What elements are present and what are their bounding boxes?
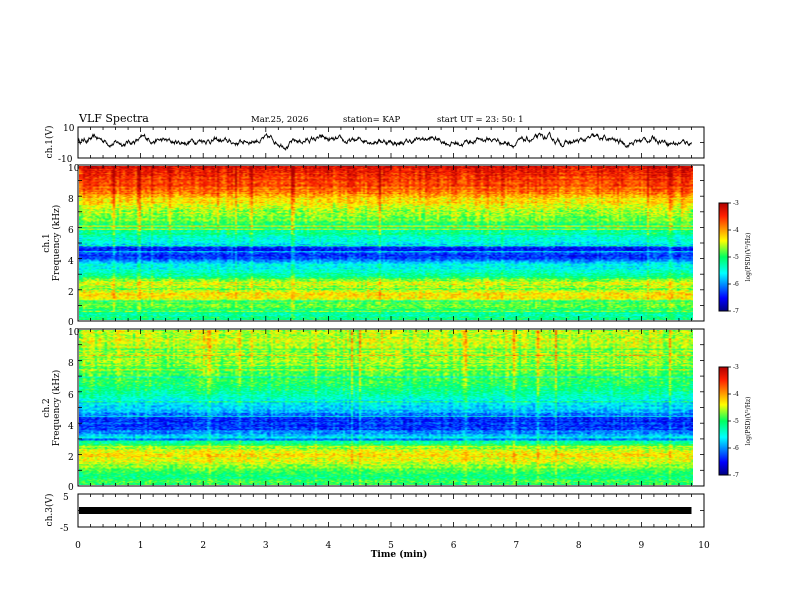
ch2-freq-tick-6: 6 bbox=[68, 391, 74, 401]
ch2-spectrogram-ylabel: Frequency (kHz) bbox=[51, 370, 62, 447]
ch2-colorbar-scale bbox=[719, 367, 728, 475]
time-tick-label-10: 10 bbox=[698, 541, 710, 551]
ch1-waveform-ticks bbox=[77, 126, 705, 159]
figure-title: VLF Spectra bbox=[78, 112, 149, 125]
figure-start-ut: start UT = 23: 50: 1 bbox=[437, 115, 524, 125]
ch2-cb-tick-m3: -3 bbox=[733, 364, 739, 371]
ch2-freq-tick-0: 0 bbox=[68, 483, 74, 493]
ch2-cb-tick-m6: -6 bbox=[733, 445, 739, 452]
panel-ch2-spectrogram: 10 8 6 4 2 0 ch.2 Frequency (kHz) bbox=[42, 328, 705, 493]
ch2-freq-tick-4: 4 bbox=[68, 422, 74, 432]
ch3-waveform-ylabel: ch.3(V) bbox=[44, 494, 55, 527]
ch1-ytick-bottom: -10 bbox=[58, 155, 73, 165]
ch1-colorbar-scale bbox=[719, 203, 728, 311]
ch3-ytick-top: 5 bbox=[63, 493, 69, 503]
time-tick-label-2: 2 bbox=[200, 541, 206, 551]
ch1-ytick-top: 10 bbox=[63, 124, 75, 134]
panel-ch1-spectrogram: 10 8 6 4 2 0 ch.1 Frequency (kHz) bbox=[42, 164, 705, 328]
time-tick-label-0: 0 bbox=[75, 541, 81, 551]
ch2-cb-tick-m5: -5 bbox=[733, 418, 739, 425]
ch1-spectrogram-image bbox=[79, 166, 693, 320]
ch1-freq-tick-10: 10 bbox=[68, 164, 80, 174]
ch1-freq-tick-2: 2 bbox=[68, 288, 74, 298]
ch1-freq-tick-0: 0 bbox=[68, 318, 74, 328]
time-tick-label-8: 8 bbox=[576, 541, 582, 551]
time-axis-label: Time (min) bbox=[371, 549, 428, 560]
ch1-spectrogram-ticks bbox=[77, 164, 705, 322]
ch1-freq-tick-8: 8 bbox=[68, 195, 74, 205]
ch2-colorbar-label: log(PSD)(V²/Hz) bbox=[745, 397, 752, 446]
ch2-spectrogram-ticks bbox=[77, 328, 705, 487]
ch2-cb-tick-m4: -4 bbox=[733, 391, 739, 398]
panel-ch3-waveform: 5 -5 ch.3(V) 0 1 2 3 4 5 6 7 8 9 10 Time (min) bbox=[44, 493, 710, 560]
ch1-cb-tick-m7: -7 bbox=[733, 308, 739, 315]
time-tick-label-4: 4 bbox=[326, 541, 332, 551]
ch3-waveform-band bbox=[79, 507, 692, 514]
time-tick-label-1: 1 bbox=[138, 541, 144, 551]
ch1-spectrogram-channel-label: ch.1 bbox=[42, 233, 52, 252]
time-tick-label-6: 6 bbox=[451, 541, 457, 551]
ch2-freq-tick-10: 10 bbox=[68, 328, 80, 338]
ch1-freq-tick-6: 6 bbox=[68, 226, 74, 236]
ch3-ytick-bottom: -5 bbox=[60, 524, 69, 534]
ch1-colorbar-label: log(PSD)(V²/Hz) bbox=[745, 233, 752, 282]
ch2-freq-tick-2: 2 bbox=[68, 453, 74, 463]
ch1-cb-tick-m3: -3 bbox=[733, 200, 739, 207]
ch1-cb-tick-m6: -6 bbox=[733, 281, 739, 288]
time-tick-label-5: 5 bbox=[388, 541, 394, 551]
ch1-waveform-ylabel: ch.1(V) bbox=[44, 126, 55, 159]
time-tick-label-7: 7 bbox=[513, 541, 519, 551]
panel-ch1-waveform: 10 -10 ch.1(V) bbox=[44, 124, 705, 165]
time-tick-label-9: 9 bbox=[639, 541, 645, 551]
ch1-colorbar: -3 -4 -5 -6 -7 log(PSD)(V²/Hz) bbox=[718, 200, 752, 315]
ch2-spectrogram-image bbox=[79, 330, 693, 485]
time-axis-tick-labels: 0 1 2 3 4 5 6 7 8 9 10 bbox=[75, 541, 710, 551]
ch1-waveform-line bbox=[77, 131, 692, 151]
time-tick-label-3: 3 bbox=[263, 541, 269, 551]
ch2-spectrogram-channel-label: ch.2 bbox=[42, 398, 52, 417]
ch3-waveform-ticks bbox=[77, 493, 705, 528]
ch1-cb-tick-m4: -4 bbox=[733, 227, 739, 234]
ch1-freq-tick-4: 4 bbox=[68, 257, 74, 267]
ch2-colorbar: -3 -4 -5 -6 -7 log(PSD)(V²/Hz) bbox=[718, 364, 752, 479]
ch1-cb-tick-m5: -5 bbox=[733, 254, 739, 261]
figure-station: station= KAP bbox=[343, 115, 401, 125]
ch1-spectrogram-ylabel: Frequency (kHz) bbox=[51, 205, 62, 282]
figure-date: Mar.25, 2026 bbox=[251, 115, 308, 125]
ch1-colorbar-ticks bbox=[728, 202, 731, 312]
ch2-cb-tick-m7: -7 bbox=[733, 472, 739, 479]
ch2-colorbar-ticks bbox=[728, 366, 731, 476]
ch2-freq-tick-8: 8 bbox=[68, 359, 74, 369]
